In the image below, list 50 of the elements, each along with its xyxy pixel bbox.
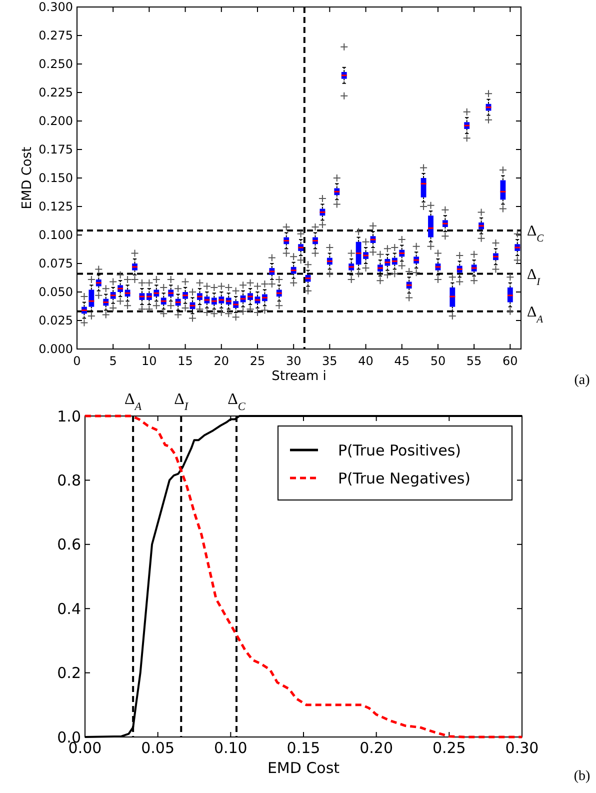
x-tick-label: 50	[430, 354, 446, 368]
y-tick-label: 0.275	[38, 28, 73, 43]
x-tick-label: 45	[394, 354, 410, 368]
x-tick-label: 0.10	[214, 739, 248, 757]
ref-line-label: Δ$_{C}$	[228, 391, 246, 413]
x-tick-label: 0	[73, 354, 81, 368]
y-tick-label: 0.250	[38, 57, 73, 72]
y-tick-label: 0.8	[57, 471, 81, 490]
x-tick-label: 0.15	[286, 739, 320, 757]
x-tick-label: 10	[142, 354, 157, 368]
text: (b)	[574, 769, 590, 784]
y-tick-label: 0.150	[38, 171, 73, 186]
ref-line-label: Δ$_{A}$	[527, 304, 544, 326]
y-tick-label: 0.6	[57, 536, 81, 554]
x-tick-label: 20	[214, 354, 230, 368]
x-tick-label: 35	[322, 354, 338, 368]
y-tick-label: 0.075	[38, 256, 73, 271]
ref-line-label: Δ$_{I}$	[527, 267, 541, 288]
ref-line-label: Δ$_{C}$	[527, 224, 545, 244]
y-tick-label: 1.0	[57, 407, 81, 426]
y-tick-label: 0.300	[38, 0, 73, 14]
x-tick-label: 0.25	[432, 739, 466, 757]
x-tick-label: 0.05	[141, 739, 175, 757]
x-tick-label: 5	[109, 354, 117, 368]
y-tick-label: 0.025	[38, 314, 73, 328]
x-tick-label: 15	[178, 354, 193, 368]
legend-label: P(True Positives)	[338, 441, 462, 460]
y-axis-title: EMD Cost	[20, 146, 35, 210]
x-tick-label: 40	[358, 354, 374, 368]
text: (a)	[574, 373, 590, 388]
x-tick-label: 30	[286, 354, 302, 368]
x-tick-label: 25	[250, 354, 266, 368]
y-tick-label: 0.125	[38, 200, 73, 214]
x-tick-label: 0.20	[360, 739, 394, 757]
x-axis-title: EMD Cost	[267, 759, 340, 777]
y-tick-label: 0.225	[38, 86, 73, 100]
x-tick-label: 55	[466, 354, 482, 368]
y-tick-label: 0.100	[38, 228, 73, 242]
legend-label: P(True Negatives)	[338, 469, 471, 488]
y-tick-label: 0.4	[57, 600, 81, 618]
ref-line-label: Δ$_{I}$	[174, 391, 190, 413]
x-tick-label: 60	[502, 354, 518, 368]
x-axis-title: Stream i	[272, 369, 326, 384]
y-tick-label: 0.200	[38, 114, 73, 128]
y-tick-label: 0.050	[38, 285, 73, 300]
y-tick-label: 0.000	[38, 342, 73, 356]
y-tick-label: 0.175	[38, 142, 73, 157]
x-tick-label: 0.30	[505, 739, 539, 757]
y-tick-label: 0.2	[57, 664, 81, 682]
ref-line-label: Δ$_{A}$	[124, 391, 142, 413]
